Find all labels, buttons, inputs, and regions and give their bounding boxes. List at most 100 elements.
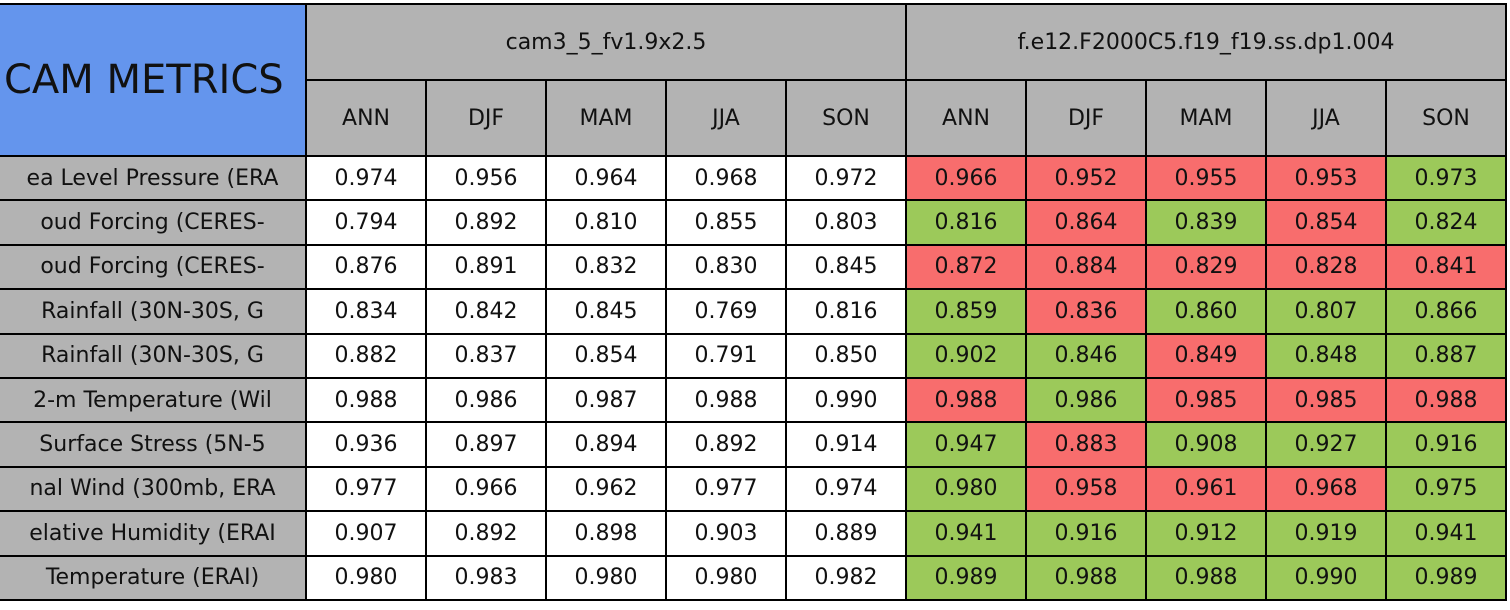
value-cell: 0.884 (1027, 245, 1147, 291)
value-cell-text: 0.864 (1054, 210, 1118, 236)
table-top-border (0, 3, 1507, 5)
value-cell: 0.828 (1267, 245, 1387, 291)
value-cell-text: 0.941 (1414, 520, 1478, 546)
value-cell-text: 0.872 (934, 254, 998, 280)
value-cell: 0.985 (1147, 379, 1267, 424)
value-cell-text: 0.830 (694, 254, 758, 280)
value-cell: 0.947 (907, 423, 1027, 468)
value-cell-text: 0.876 (334, 254, 398, 280)
value-cell: 0.941 (1387, 512, 1507, 557)
value-cell: 0.850 (787, 334, 907, 379)
value-cell: 0.986 (1027, 379, 1147, 424)
value-cell: 0.973 (1387, 157, 1507, 202)
value-cell: 0.982 (787, 556, 907, 601)
value-cell-text: 0.829 (1174, 254, 1238, 280)
value-cell-text: 0.988 (334, 387, 398, 413)
value-cell: 0.955 (1147, 157, 1267, 202)
value-cell-text: 0.956 (454, 165, 518, 191)
value-cell-text: 0.855 (694, 210, 758, 236)
season-header: MAM (1147, 81, 1267, 157)
title-cell-text: CAM METRICS (4, 57, 284, 103)
value-cell-text: 0.955 (1174, 165, 1238, 191)
value-cell-text: 0.980 (694, 565, 758, 591)
value-cell-text: 0.836 (1054, 298, 1118, 324)
value-cell: 0.864 (1027, 201, 1147, 246)
value-cell: 0.980 (667, 556, 787, 601)
value-cell: 0.983 (427, 556, 547, 601)
value-cell-text: 0.941 (934, 520, 998, 546)
title-cell: CAM METRICS (0, 5, 307, 157)
value-cell-text: 0.854 (1294, 210, 1358, 236)
value-cell: 0.961 (1147, 467, 1267, 513)
value-cell: 0.956 (427, 157, 547, 202)
group-header: f.e12.F2000C5.f19_f19.ss.dp1.004 (907, 5, 1507, 81)
value-cell-text: 0.832 (574, 254, 638, 280)
value-cell-text: 0.972 (814, 165, 878, 191)
group-header-text: cam3_5_fv1.9x2.5 (505, 29, 707, 55)
row-label-text: 2-m Temperature (Wil (33, 387, 272, 413)
value-cell-text: 0.927 (1294, 432, 1358, 458)
value-cell-text: 0.828 (1294, 254, 1358, 280)
row-label: 2-m Temperature (Wil (0, 379, 307, 424)
value-cell-text: 0.889 (814, 520, 878, 546)
value-cell-text: 0.964 (574, 165, 638, 191)
row-label-text: elative Humidity (ERAI (29, 520, 276, 546)
value-cell: 0.859 (907, 290, 1027, 335)
value-cell: 0.846 (1027, 334, 1147, 379)
row-label: nal Wind (300mb, ERA (0, 467, 307, 513)
season-header-text: DJF (467, 105, 505, 131)
value-cell-text: 0.987 (574, 387, 638, 413)
value-cell: 0.791 (667, 334, 787, 379)
row-label: ea Level Pressure (ERA (0, 157, 307, 202)
value-cell: 0.842 (427, 290, 547, 335)
row-label: Temperature (ERAI) (0, 556, 307, 601)
value-cell-text: 0.897 (454, 432, 518, 458)
value-cell: 0.887 (1387, 334, 1507, 379)
value-cell: 0.941 (907, 512, 1027, 557)
value-cell: 0.891 (427, 245, 547, 291)
value-cell-text: 0.892 (454, 210, 518, 236)
value-cell: 0.907 (307, 512, 427, 557)
group-header-text: f.e12.F2000C5.f19_f19.ss.dp1.004 (1017, 29, 1395, 55)
value-cell-text: 0.988 (1174, 565, 1238, 591)
value-cell-text: 0.848 (1294, 343, 1358, 369)
season-header: SON (1387, 81, 1507, 157)
value-cell-text: 0.980 (934, 476, 998, 502)
row-label-text: ea Level Pressure (ERA (26, 165, 279, 191)
value-cell-text: 0.854 (574, 343, 638, 369)
value-cell: 0.816 (907, 201, 1027, 246)
row-label-text: Surface Stress (5N-5 (39, 432, 266, 458)
value-cell-text: 0.834 (334, 298, 398, 324)
value-cell: 0.968 (667, 157, 787, 202)
value-cell: 0.892 (667, 423, 787, 468)
value-cell-text: 0.952 (1054, 165, 1118, 191)
value-cell: 0.837 (427, 334, 547, 379)
season-header-text: JJA (712, 105, 740, 131)
value-cell-text: 0.980 (334, 565, 398, 591)
value-cell: 0.974 (787, 467, 907, 513)
value-cell-text: 0.988 (934, 387, 998, 413)
value-cell: 0.988 (307, 379, 427, 424)
value-cell: 0.882 (307, 334, 427, 379)
value-cell-text: 0.947 (934, 432, 998, 458)
value-cell: 0.854 (547, 334, 667, 379)
value-cell: 0.914 (787, 423, 907, 468)
value-cell-text: 0.842 (454, 298, 518, 324)
value-cell-text: 0.769 (694, 298, 758, 324)
row-label-text: Rainfall (30N-30S, G (41, 298, 264, 324)
value-cell-text: 0.983 (454, 565, 518, 591)
value-cell: 0.927 (1267, 423, 1387, 468)
value-cell: 0.977 (667, 467, 787, 513)
value-cell-text: 0.892 (694, 432, 758, 458)
value-cell: 0.953 (1267, 157, 1387, 202)
value-cell: 0.936 (307, 423, 427, 468)
value-cell-text: 0.791 (694, 343, 758, 369)
value-cell: 0.980 (547, 556, 667, 601)
value-cell-text: 0.860 (1174, 298, 1238, 324)
value-cell: 0.958 (1027, 467, 1147, 513)
value-cell-text: 0.892 (454, 520, 518, 546)
value-cell-text: 0.990 (814, 387, 878, 413)
value-cell: 0.974 (307, 157, 427, 202)
value-cell-text: 0.882 (334, 343, 398, 369)
value-cell-text: 0.988 (1414, 387, 1478, 413)
